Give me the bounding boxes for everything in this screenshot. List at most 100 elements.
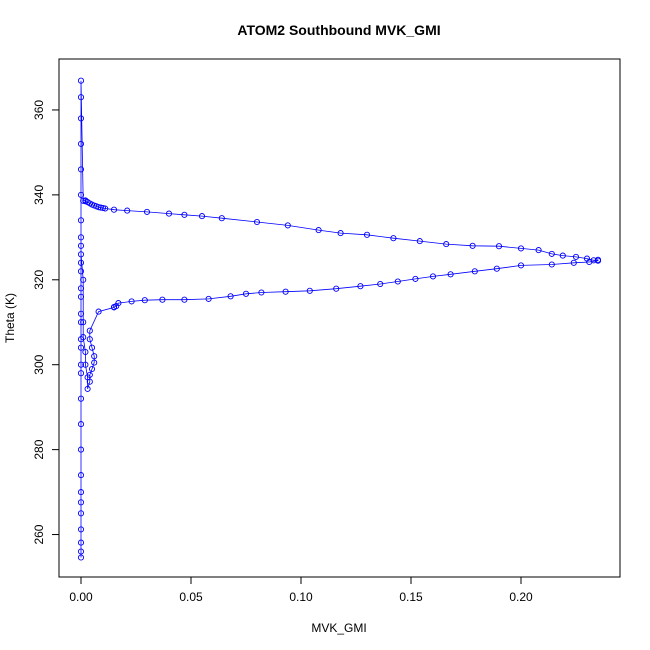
data-point: [253, 218, 261, 226]
data-point: [570, 259, 577, 266]
series-line: [80, 80, 599, 558]
x-tick-label: 0.05: [179, 590, 203, 604]
x-axis: 0.00 0.05 0.10 0.15 0.20: [69, 576, 533, 604]
data-point: [88, 344, 96, 351]
data-point: [80, 276, 87, 283]
data-point: [282, 288, 289, 295]
data-point: [412, 275, 419, 282]
data-point: [77, 191, 85, 198]
data-point: [77, 94, 85, 101]
data-point: [80, 197, 87, 204]
data-point: [333, 285, 340, 292]
data-point: [77, 319, 85, 326]
data-point: [77, 344, 85, 351]
data-point: [141, 297, 148, 304]
data-point: [559, 252, 566, 259]
y-axis: 260 280 300 320 340 360: [32, 100, 60, 545]
data-point: [77, 217, 85, 224]
data-point: [306, 287, 313, 294]
data-point: [95, 308, 102, 315]
data-point: [77, 489, 85, 496]
data-point: [495, 243, 503, 250]
data-point: [572, 253, 580, 260]
data-point: [227, 293, 234, 300]
data-point: [429, 273, 437, 280]
data-point: [517, 245, 525, 252]
chart-title: ATOM2 Southbound MVK_GMI: [237, 22, 440, 38]
data-point: [198, 213, 206, 220]
data-point: [77, 421, 85, 428]
data-point: [97, 204, 104, 211]
data-point: [535, 247, 542, 254]
data-point: [77, 77, 85, 84]
data-point: [86, 336, 93, 343]
data-point: [82, 348, 89, 356]
data-point: [337, 230, 344, 237]
data-point: [91, 353, 98, 360]
data-point: [447, 271, 454, 278]
x-tick-label: 0.15: [399, 590, 423, 604]
data-point: [77, 242, 85, 249]
data-point: [77, 554, 85, 561]
data-point: [88, 365, 96, 373]
data-point: [77, 510, 85, 517]
data-point: [102, 205, 109, 212]
data-point: [181, 211, 188, 218]
x-tick-label: 0.10: [289, 590, 313, 604]
data-point: [315, 227, 322, 234]
y-axis-label: Theta (K): [3, 293, 17, 343]
data-point: [91, 359, 98, 366]
data-point: [77, 259, 85, 266]
y-tick-label: 360: [32, 100, 46, 120]
y-tick-label: 320: [32, 269, 46, 289]
x-tick-label: 0.00: [69, 590, 93, 604]
data-point: [84, 374, 91, 381]
data-point: [77, 548, 85, 555]
data-point: [77, 336, 85, 343]
data-point: [205, 295, 212, 302]
data-point: [77, 166, 85, 173]
data-point: [159, 296, 166, 303]
data-point: [548, 250, 555, 257]
data-point: [128, 298, 135, 305]
data-point: [394, 278, 401, 285]
data-point: [258, 289, 265, 296]
y-tick-label: 280: [32, 439, 46, 459]
data-point: [493, 265, 500, 272]
data-point: [82, 361, 89, 368]
data-point: [469, 242, 476, 249]
x-tick-label: 0.20: [509, 590, 533, 604]
data-point: [357, 283, 364, 290]
data-point: [165, 210, 173, 217]
data-point: [284, 222, 291, 229]
data-point: [77, 251, 85, 258]
data-point: [110, 206, 118, 213]
x-axis-label: MVK_GMI: [311, 621, 366, 635]
data-point: [443, 241, 450, 248]
data-point: [548, 261, 555, 268]
data-point: [363, 231, 371, 238]
data-point: [77, 539, 85, 546]
y-tick-label: 300: [32, 354, 46, 374]
y-tick-label: 260: [32, 524, 46, 544]
data-point: [77, 499, 85, 506]
data-point: [84, 385, 91, 392]
data-point: [242, 290, 250, 297]
data-point: [77, 310, 85, 317]
data-point: [390, 235, 397, 242]
data-point: [77, 293, 85, 300]
data-point: [143, 208, 151, 215]
data-point: [80, 319, 87, 326]
data-point: [77, 472, 85, 479]
data-point: [77, 361, 85, 368]
data-point: [95, 204, 102, 211]
data-point: [586, 258, 593, 266]
data-point: [416, 238, 423, 245]
data-point: [77, 285, 85, 292]
data-point: [77, 370, 85, 377]
data-point: [77, 140, 85, 147]
data-point: [77, 446, 85, 453]
data-point: [86, 327, 93, 334]
data-point: [517, 262, 525, 269]
